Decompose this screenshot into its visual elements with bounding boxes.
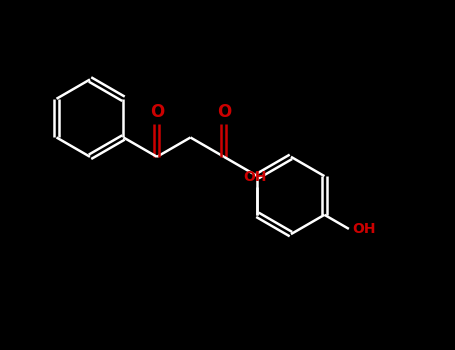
Text: OH: OH: [353, 222, 376, 236]
Text: O: O: [150, 103, 164, 121]
Text: OH: OH: [243, 170, 267, 184]
Text: O: O: [217, 103, 231, 121]
